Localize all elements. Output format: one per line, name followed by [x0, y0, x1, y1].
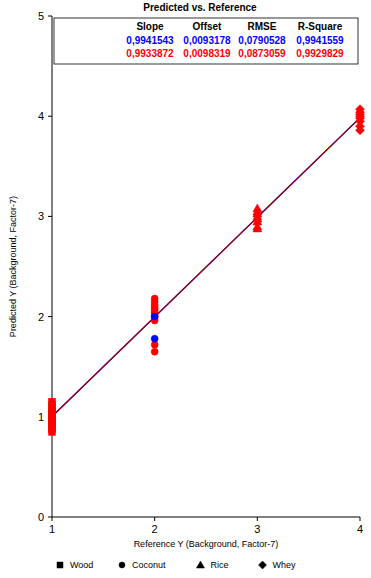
background — [0, 0, 371, 578]
legend-label: Coconut — [132, 560, 166, 570]
y-tick-label: 4 — [38, 110, 44, 122]
point — [151, 313, 158, 320]
chart: Predicted vs. Reference0123451234Referen… — [0, 0, 371, 578]
y-tick — [48, 116, 52, 117]
y-axis-label: Predicted Y (Background, Factor-7) — [8, 196, 18, 337]
legend: Wood Coconut Rice Whey — [57, 560, 296, 570]
y-tick-label: 2 — [38, 311, 44, 323]
legend-marker — [259, 561, 267, 569]
stats-header: Slope — [136, 21, 164, 32]
point — [151, 335, 158, 342]
y-axis — [52, 16, 53, 517]
y-tick-label: 0 — [38, 511, 44, 523]
stats-table: Slope Offset RMSE R-Square 0,9941543 0,009317… — [54, 18, 358, 64]
point — [151, 348, 158, 355]
y-tick — [48, 216, 52, 217]
y-tick-label: 1 — [38, 411, 44, 423]
legend-marker — [119, 562, 125, 568]
regression-line — [52, 118, 360, 417]
point — [356, 126, 365, 135]
x-axis-label: Reference Y (Background, Factor-7) — [134, 539, 279, 549]
x-tick — [360, 517, 361, 521]
stats-header: RMSE — [248, 21, 277, 32]
x-tick — [154, 517, 155, 521]
x-axis — [52, 517, 360, 518]
y-tick — [48, 16, 52, 17]
x-tick — [52, 517, 53, 521]
x-tick-label: 3 — [254, 523, 260, 535]
point — [151, 313, 158, 320]
stats-cell: 0,0098319 — [183, 48, 231, 59]
x-tick-label: 4 — [357, 523, 363, 535]
stats-cell: 0,0873059 — [238, 48, 286, 59]
point — [253, 224, 262, 232]
legend-label: Whey — [273, 560, 297, 570]
point — [49, 398, 56, 405]
regression-line — [52, 118, 360, 417]
stats-cell: 0,9929829 — [296, 48, 344, 59]
plot-area — [49, 105, 365, 436]
stats-cell: 0,9933872 — [126, 48, 174, 59]
legend-label: Wood — [70, 560, 93, 570]
x-tick-label: 1 — [49, 523, 55, 535]
x-tick — [257, 517, 258, 521]
stats-cell: 0,9941543 — [126, 35, 174, 46]
legend-label: Rice — [211, 560, 229, 570]
y-tick — [48, 316, 52, 317]
legend-marker — [197, 561, 205, 568]
stats-header: Offset — [193, 21, 223, 32]
y-tick-label: 5 — [38, 10, 44, 22]
stats-cell: 0,0790528 — [238, 35, 286, 46]
stats-header: R-Square — [298, 21, 343, 32]
y-tick — [48, 517, 52, 518]
y-tick-label: 3 — [38, 210, 44, 222]
stats-box — [54, 18, 358, 64]
stats-cell: 0,9941559 — [296, 35, 344, 46]
legend-marker — [57, 562, 63, 568]
stats-cell: 0,0093178 — [183, 35, 231, 46]
title: Predicted vs. Reference — [143, 2, 257, 13]
x-tick-label: 2 — [152, 523, 158, 535]
